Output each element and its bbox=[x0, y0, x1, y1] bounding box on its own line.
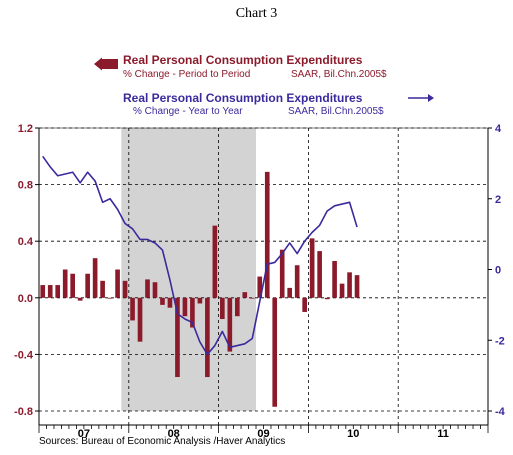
bar bbox=[347, 272, 352, 298]
bar bbox=[212, 225, 218, 298]
bar bbox=[107, 297, 113, 299]
left-tick-label: -0.4 bbox=[14, 349, 34, 361]
bar bbox=[317, 251, 322, 298]
bar bbox=[279, 249, 285, 298]
bar bbox=[324, 297, 330, 300]
bar bbox=[85, 273, 90, 298]
source-note: Sources: Bureau of Economic Analysis /Ha… bbox=[39, 436, 286, 447]
bar bbox=[234, 297, 240, 317]
left-tick-label: -0.8 bbox=[14, 406, 33, 418]
bar bbox=[220, 297, 225, 320]
bar bbox=[242, 292, 248, 298]
bar bbox=[47, 285, 53, 298]
bar bbox=[354, 275, 360, 298]
right-tick-label: 4 bbox=[495, 123, 502, 135]
bar bbox=[100, 280, 105, 298]
bar bbox=[332, 261, 337, 298]
bar bbox=[55, 285, 61, 298]
bar-legend-label: Real Personal Consumption Expenditures bbox=[123, 53, 363, 67]
bar-legend-sub-right: SAAR, Bil.Chn.2005$ bbox=[291, 69, 387, 80]
bar-legend-sub-left: % Change - Period to Period bbox=[123, 69, 251, 80]
bar bbox=[152, 282, 158, 298]
right-tick-label: 2 bbox=[495, 194, 501, 206]
left-tick-label: 1.2 bbox=[18, 123, 33, 135]
bar bbox=[122, 280, 128, 298]
bar bbox=[309, 238, 315, 298]
left-tick-label: 0.4 bbox=[18, 236, 34, 248]
bar bbox=[70, 273, 75, 298]
bar bbox=[137, 297, 143, 342]
chart-title: Chart 3 bbox=[235, 6, 278, 21]
bar bbox=[302, 297, 307, 312]
bar bbox=[272, 297, 278, 407]
bar bbox=[190, 297, 195, 328]
bar bbox=[287, 287, 293, 298]
right-tick-label: 0 bbox=[495, 265, 501, 277]
bar bbox=[182, 297, 188, 317]
line-legend-sub-right: SAAR, Bil.Chn.2005$ bbox=[288, 106, 384, 117]
bar bbox=[115, 269, 120, 298]
line-series bbox=[42, 155, 358, 356]
bar bbox=[145, 279, 150, 298]
bar bbox=[197, 297, 203, 304]
right-tick-label: -4 bbox=[495, 406, 506, 418]
bar bbox=[160, 297, 165, 305]
bar bbox=[227, 297, 233, 352]
bar bbox=[167, 297, 173, 308]
bar bbox=[294, 265, 300, 298]
bar bbox=[62, 269, 68, 298]
left-tick-label: 0.8 bbox=[18, 180, 33, 192]
bar bbox=[257, 276, 263, 298]
x-tick-label: 10 bbox=[347, 428, 359, 440]
recession-shade bbox=[121, 128, 257, 411]
bar bbox=[130, 297, 135, 321]
bar bbox=[264, 171, 270, 298]
bar bbox=[205, 297, 210, 378]
x-tick-label: 08 bbox=[168, 428, 180, 440]
x-tick-label: 09 bbox=[257, 428, 269, 440]
left-tick-label: 0.0 bbox=[18, 293, 33, 305]
line-legend-sub-left: % Change - Year to Year bbox=[133, 106, 243, 117]
bar bbox=[77, 297, 83, 301]
bar bbox=[92, 258, 98, 298]
right-tick-label: -2 bbox=[495, 335, 505, 347]
x-tick-label: 07 bbox=[78, 428, 90, 440]
bar bbox=[339, 283, 345, 298]
bar bbox=[40, 285, 46, 298]
x-tick-label: 11 bbox=[437, 428, 449, 440]
line-legend-label: Real Personal Consumption Expenditures bbox=[123, 91, 363, 105]
bar bbox=[175, 297, 180, 378]
bar bbox=[249, 297, 255, 299]
